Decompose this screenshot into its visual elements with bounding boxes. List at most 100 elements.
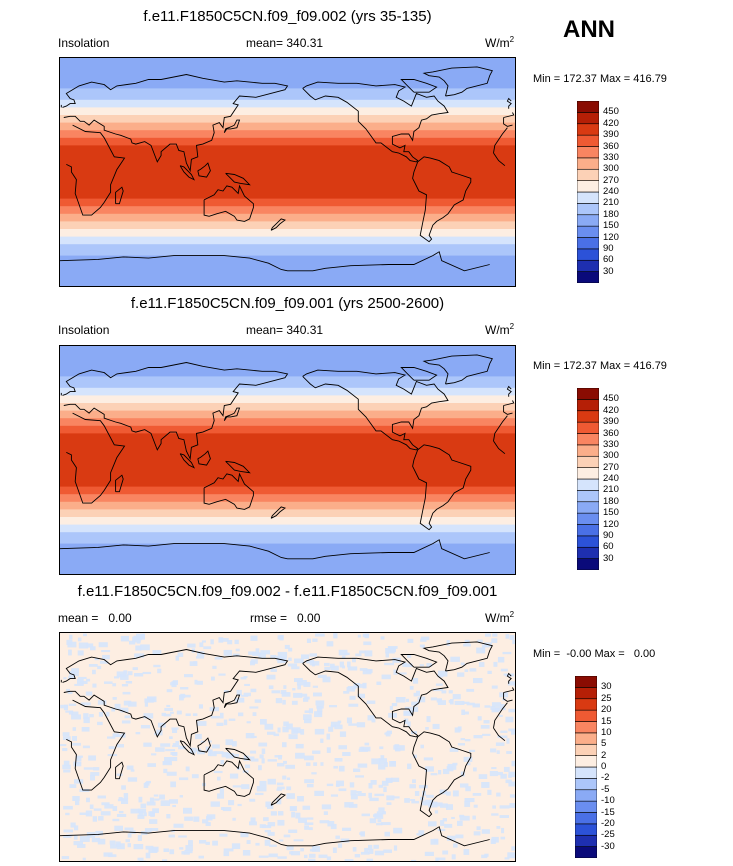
- field-noise: [97, 838, 106, 845]
- field-band: [60, 202, 515, 207]
- field-noise: [426, 716, 431, 723]
- coastline: [302, 369, 449, 451]
- field-noise: [460, 662, 465, 666]
- field-noise: [155, 747, 165, 752]
- field-band: [60, 539, 515, 545]
- field-noise: [483, 720, 490, 724]
- field-noise: [258, 855, 269, 858]
- field-band: [60, 137, 515, 143]
- colorbar-box: [577, 410, 599, 423]
- panel-1-title: f.e11.F1850C5CN.f09_f09.002 (yrs 35-135): [143, 8, 432, 25]
- field-noise: [157, 722, 166, 728]
- colorbar-tick-label: -2: [601, 772, 610, 784]
- field-noise: [359, 832, 364, 835]
- field-noise: [68, 710, 73, 715]
- field-noise: [455, 834, 464, 839]
- field-noise: [484, 853, 489, 857]
- field-noise: [244, 764, 251, 769]
- field-band: [60, 479, 515, 484]
- field-band: [60, 380, 515, 385]
- field-band: [60, 437, 515, 442]
- field-noise: [487, 670, 492, 674]
- field-noise: [481, 782, 490, 788]
- coastline: [225, 460, 251, 474]
- field-noise: [457, 820, 463, 826]
- field-noise: [404, 706, 412, 709]
- colorbar-tick-label: 240: [603, 186, 619, 197]
- field-noise: [481, 854, 488, 859]
- field-noise: [342, 752, 351, 756]
- colorbar-tick-label: 5: [601, 738, 607, 750]
- colorbar-tick-label: 180: [603, 495, 619, 507]
- field-noise: [426, 794, 434, 798]
- field-noise: [377, 819, 382, 823]
- field-noise: [291, 700, 298, 705]
- panel-1-units: W/m2: [485, 35, 515, 51]
- field-noise: [446, 640, 450, 646]
- field-noise: [404, 798, 410, 803]
- coastline: [506, 385, 512, 397]
- field-noise: [449, 748, 459, 752]
- panel-3-units: W/m2: [485, 610, 515, 626]
- field-noise: [138, 796, 143, 803]
- field-noise: [138, 810, 143, 816]
- field-noise: [157, 668, 162, 674]
- colorbar-tick-label: 270: [603, 174, 619, 186]
- field-noise: [472, 815, 476, 820]
- colorbar-tick-label: 390: [603, 416, 619, 428]
- field-noise: [417, 696, 426, 703]
- field-noise: [205, 822, 211, 826]
- field-noise: [312, 661, 320, 666]
- field-noise: [145, 845, 154, 850]
- field-noise: [435, 857, 439, 861]
- field-noise: [492, 805, 496, 809]
- field-noise: [466, 702, 475, 706]
- coastline: [66, 412, 126, 504]
- field-noise: [77, 637, 82, 642]
- field-noise: [464, 669, 469, 672]
- panel-2-map-svg: [60, 346, 515, 574]
- field-band: [60, 513, 515, 518]
- field-noise: [243, 676, 248, 678]
- field-noise: [172, 743, 177, 746]
- colorbar-box: [575, 766, 597, 779]
- field-noise: [116, 744, 124, 748]
- field-band: [60, 69, 515, 74]
- field-noise: [476, 647, 486, 654]
- field-noise: [205, 841, 210, 845]
- field-noise: [337, 843, 343, 848]
- field-noise: [127, 843, 131, 848]
- colorbar-box: [577, 248, 599, 261]
- field-noise: [268, 685, 274, 690]
- field-noise: [166, 704, 171, 708]
- field-noise: [101, 650, 111, 653]
- field-noise: [434, 810, 439, 814]
- field-noise: [137, 814, 145, 819]
- panel-1-colorbar: 30 60 90 120 150 180 210 240 270 300 330 360 390 420 4…: [577, 101, 619, 283]
- field-noise: [228, 800, 235, 806]
- field-band: [60, 122, 515, 127]
- field-noise: [269, 844, 277, 847]
- field-noise: [62, 764, 71, 770]
- field-noise: [332, 847, 337, 853]
- field-noise: [191, 648, 195, 653]
- field-noise: [153, 794, 159, 797]
- field-noise: [63, 677, 67, 680]
- coastline: [412, 156, 472, 243]
- coastline: [302, 656, 449, 738]
- colorbar-tick-label: 30: [603, 265, 614, 277]
- field-band: [60, 376, 515, 381]
- field-noise: [97, 700, 107, 705]
- field-noise: [356, 722, 366, 728]
- field-noise: [490, 748, 497, 753]
- field-noise: [422, 790, 426, 796]
- field-band: [60, 217, 515, 222]
- field-noise: [198, 855, 204, 859]
- field-noise: [267, 759, 277, 762]
- field-noise: [152, 808, 159, 814]
- coastline: [493, 440, 506, 455]
- field-noise: [324, 666, 331, 670]
- field-noise: [468, 749, 476, 752]
- field-noise: [118, 810, 124, 814]
- field-noise: [220, 712, 224, 719]
